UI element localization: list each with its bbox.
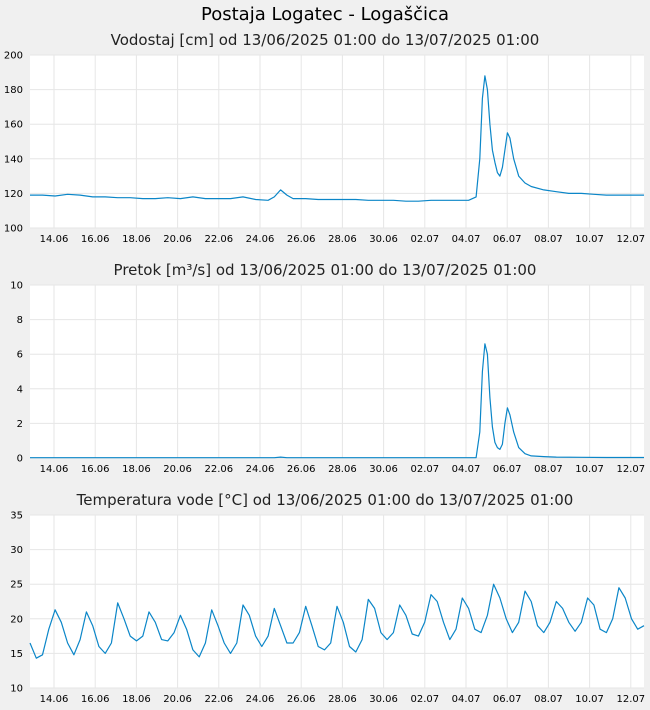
x-tick-label: 12.07 <box>616 234 645 245</box>
x-tick-label: 08.07 <box>534 234 563 245</box>
x-tick-label: 28.06 <box>328 694 357 705</box>
x-tick-label: 06.07 <box>493 464 522 475</box>
x-tick-label: 12.07 <box>616 694 645 705</box>
x-tick-label: 20.06 <box>163 694 192 705</box>
y-tick-label: 120 <box>4 189 23 200</box>
x-tick-label: 18.06 <box>122 234 151 245</box>
series-line-water-temperature <box>29 583 645 659</box>
y-tick-label: 25 <box>10 580 23 591</box>
y-tick-label: 4 <box>17 384 23 395</box>
plot-area-water-level <box>30 55 644 228</box>
x-tick-label: 18.06 <box>122 464 151 475</box>
x-tick-label: 02.07 <box>410 694 439 705</box>
x-tick-label: 20.06 <box>163 234 192 245</box>
x-tick-label: 18.06 <box>122 694 151 705</box>
plot-area-water-temperature <box>30 515 644 688</box>
x-tick-label: 24.06 <box>246 694 275 705</box>
y-tick-label: 35 <box>10 511 23 522</box>
y-tick-label: 6 <box>17 350 23 361</box>
chart-title-discharge: Pretok [m³/s] od 13/06/2025 01:00 do 13/… <box>113 261 537 279</box>
x-tick-label: 14.06 <box>40 464 69 475</box>
x-tick-label: 02.07 <box>410 234 439 245</box>
y-tick-label: 30 <box>10 545 23 556</box>
x-tick-label: 30.06 <box>369 694 398 705</box>
x-tick-label: 20.06 <box>163 464 192 475</box>
x-tick-label: 22.06 <box>204 694 233 705</box>
y-tick-label: 2 <box>17 419 23 430</box>
y-tick-label: 8 <box>17 315 23 326</box>
x-tick-label: 14.06 <box>40 694 69 705</box>
x-tick-label: 24.06 <box>246 464 275 475</box>
chart-title-water-level: Vodostaj [cm] od 13/06/2025 01:00 do 13/… <box>110 31 540 49</box>
series-line-water-level <box>30 75 644 202</box>
x-tick-label: 28.06 <box>328 234 357 245</box>
x-tick-label: 16.06 <box>81 694 110 705</box>
x-tick-label: 10.07 <box>575 234 604 245</box>
series-line-discharge <box>30 343 644 459</box>
y-tick-label: 200 <box>4 51 23 62</box>
x-tick-label: 28.06 <box>328 464 357 475</box>
x-tick-label: 12.07 <box>616 464 645 475</box>
x-tick-label: 04.07 <box>452 694 481 705</box>
x-tick-label: 26.06 <box>287 234 316 245</box>
x-tick-label: 10.07 <box>575 694 604 705</box>
x-tick-label: 04.07 <box>452 234 481 245</box>
x-tick-label: 26.06 <box>287 464 316 475</box>
y-tick-label: 180 <box>4 85 23 96</box>
y-tick-label: 20 <box>10 614 23 625</box>
x-tick-label: 26.06 <box>287 694 316 705</box>
x-tick-label: 14.06 <box>40 234 69 245</box>
x-tick-label: 24.06 <box>246 234 275 245</box>
y-tick-label: 10 <box>10 281 23 292</box>
x-tick-label: 04.07 <box>452 464 481 475</box>
x-tick-label: 30.06 <box>369 464 398 475</box>
x-tick-label: 30.06 <box>369 234 398 245</box>
x-tick-label: 16.06 <box>81 464 110 475</box>
x-tick-label: 22.06 <box>204 464 233 475</box>
page-title: Postaja Logatec - Logaščica <box>201 4 449 25</box>
x-tick-label: 08.07 <box>534 464 563 475</box>
y-tick-label: 140 <box>4 154 23 165</box>
chart-title-water-temperature: Temperatura vode [°C] od 13/06/2025 01:0… <box>76 491 574 509</box>
x-tick-label: 08.07 <box>534 694 563 705</box>
x-tick-label: 06.07 <box>493 234 522 245</box>
y-tick-label: 15 <box>10 649 23 660</box>
x-tick-label: 06.07 <box>493 694 522 705</box>
x-tick-label: 22.06 <box>204 234 233 245</box>
x-tick-label: 02.07 <box>410 464 439 475</box>
y-tick-label: 10 <box>10 684 23 695</box>
y-tick-label: 100 <box>4 224 23 235</box>
y-tick-label: 0 <box>17 454 23 465</box>
x-tick-label: 16.06 <box>81 234 110 245</box>
y-tick-label: 160 <box>4 120 23 131</box>
x-tick-label: 10.07 <box>575 464 604 475</box>
plot-area-discharge <box>30 285 644 458</box>
